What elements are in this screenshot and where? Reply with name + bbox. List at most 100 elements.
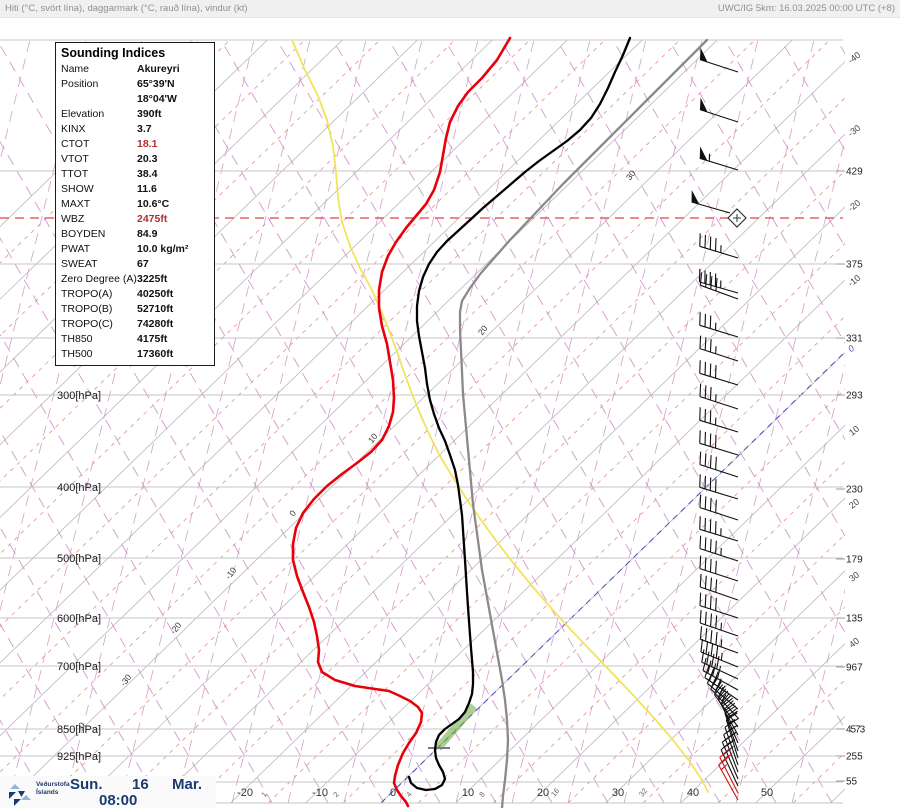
model-run-label: UWC/IG 5km: 16.03.2025 00:00 UTC (+8): [718, 3, 895, 14]
wind-barbs: [692, 48, 739, 800]
index-value: 3.7: [137, 122, 152, 137]
svg-text:925[hPa]: 925[hPa]: [57, 751, 101, 763]
svg-text:429: 429: [846, 167, 863, 178]
svg-text:293: 293: [846, 391, 863, 402]
valid-month: Mar.: [172, 776, 202, 793]
svg-text:20: 20: [476, 323, 490, 337]
index-label: MAXT: [61, 197, 137, 212]
svg-text:255: 255: [846, 752, 863, 763]
svg-text:40: 40: [847, 636, 861, 650]
svg-text:0: 0: [846, 343, 856, 354]
svg-text:-10: -10: [312, 787, 328, 799]
valid-day: Sun.: [70, 776, 103, 793]
svg-text:-40: -40: [846, 50, 862, 66]
index-value: 67: [137, 257, 149, 272]
index-value: 390ft: [137, 107, 162, 122]
svg-text:-20: -20: [237, 787, 253, 799]
index-label: Name: [61, 62, 137, 77]
svg-text:179: 179: [846, 555, 863, 566]
index-label: CTOT: [61, 137, 137, 152]
index-label: Zero Degree (A): [61, 272, 137, 287]
index-label: WBZ: [61, 212, 137, 227]
index-value: 38.4: [137, 167, 157, 182]
indices-title: Sounding Indices: [61, 46, 214, 60]
index-label: VTOT: [61, 152, 137, 167]
index-label: BOYDEN: [61, 227, 137, 242]
svg-text:300[hPa]: 300[hPa]: [57, 390, 101, 402]
svg-text:55: 55: [846, 777, 858, 788]
index-value: 3225ft: [137, 272, 167, 287]
indices-row: TROPO(A)40250ft: [61, 287, 214, 302]
index-value: 11.6: [137, 182, 157, 197]
svg-text:20: 20: [537, 787, 549, 799]
index-label: Elevation: [61, 107, 137, 122]
svg-text:30: 30: [847, 570, 861, 584]
indices-row: TROPO(B)52710ft: [61, 302, 214, 317]
dewpoint-line: [293, 38, 510, 806]
valid-date: 16: [132, 776, 149, 793]
vedurstofa-logo-icon: [6, 782, 33, 808]
index-value: 10.0 kg/m²: [137, 242, 188, 257]
index-value: 65°39'N 18°04'W: [137, 77, 214, 107]
index-value: Akureyri: [137, 62, 180, 77]
index-value: 52710ft: [137, 302, 173, 317]
svg-text:-30: -30: [118, 672, 134, 688]
index-label: KINX: [61, 122, 137, 137]
svg-text:230: 230: [846, 485, 863, 496]
org-name: Veðurstofa Íslands: [36, 781, 70, 796]
valid-time: 08:00: [99, 792, 137, 809]
svg-text:400[hPa]: 400[hPa]: [57, 482, 101, 494]
svg-text:50: 50: [761, 787, 773, 799]
svg-text:20: 20: [847, 497, 861, 511]
svg-text:600[hPa]: 600[hPa]: [57, 613, 101, 625]
svg-text:10: 10: [847, 424, 861, 438]
index-value: 4175ft: [137, 332, 167, 347]
svg-text:10: 10: [366, 431, 380, 445]
svg-text:4573: 4573: [846, 725, 866, 736]
index-value: 20.3: [137, 152, 157, 167]
svg-text:375: 375: [846, 260, 863, 271]
svg-text:135: 135: [846, 614, 863, 625]
svg-text:4: 4: [404, 790, 414, 799]
index-value: 2475ft: [137, 212, 167, 227]
svg-text:-30: -30: [846, 123, 862, 139]
svg-text:-20: -20: [846, 198, 862, 214]
index-value: 40250ft: [137, 287, 173, 302]
header-bar: Hiti (°C, svört lína), daggarmark (°C, r…: [0, 0, 900, 18]
svg-text:16: 16: [549, 786, 561, 798]
index-label: Position: [61, 77, 137, 107]
footer-overlay: Veðurstofa Íslands Sun. 16 Mar. 08:00: [0, 776, 216, 808]
index-value: 18.1: [137, 137, 157, 152]
svg-text:40: 40: [687, 787, 699, 799]
tropopause-marker: [728, 209, 746, 227]
index-label: PWAT: [61, 242, 137, 257]
svg-text:0: 0: [390, 787, 396, 799]
index-label: TTOT: [61, 167, 137, 182]
chart-title: Hiti (°C, svört lína), daggarmark (°C, r…: [5, 3, 248, 14]
svg-text:30: 30: [612, 787, 624, 799]
index-label: SHOW: [61, 182, 137, 197]
height-curve: [292, 40, 708, 792]
indices-row: Zero Degree (A)3225ft: [61, 272, 214, 287]
svg-text:2: 2: [331, 790, 341, 799]
index-label: TH500: [61, 347, 137, 362]
index-value: 74280ft: [137, 317, 173, 332]
svg-text:500[hPa]: 500[hPa]: [57, 553, 101, 565]
svg-text:32: 32: [637, 786, 649, 798]
svg-text:700[hPa]: 700[hPa]: [57, 661, 101, 673]
parcel-line: [460, 40, 707, 808]
